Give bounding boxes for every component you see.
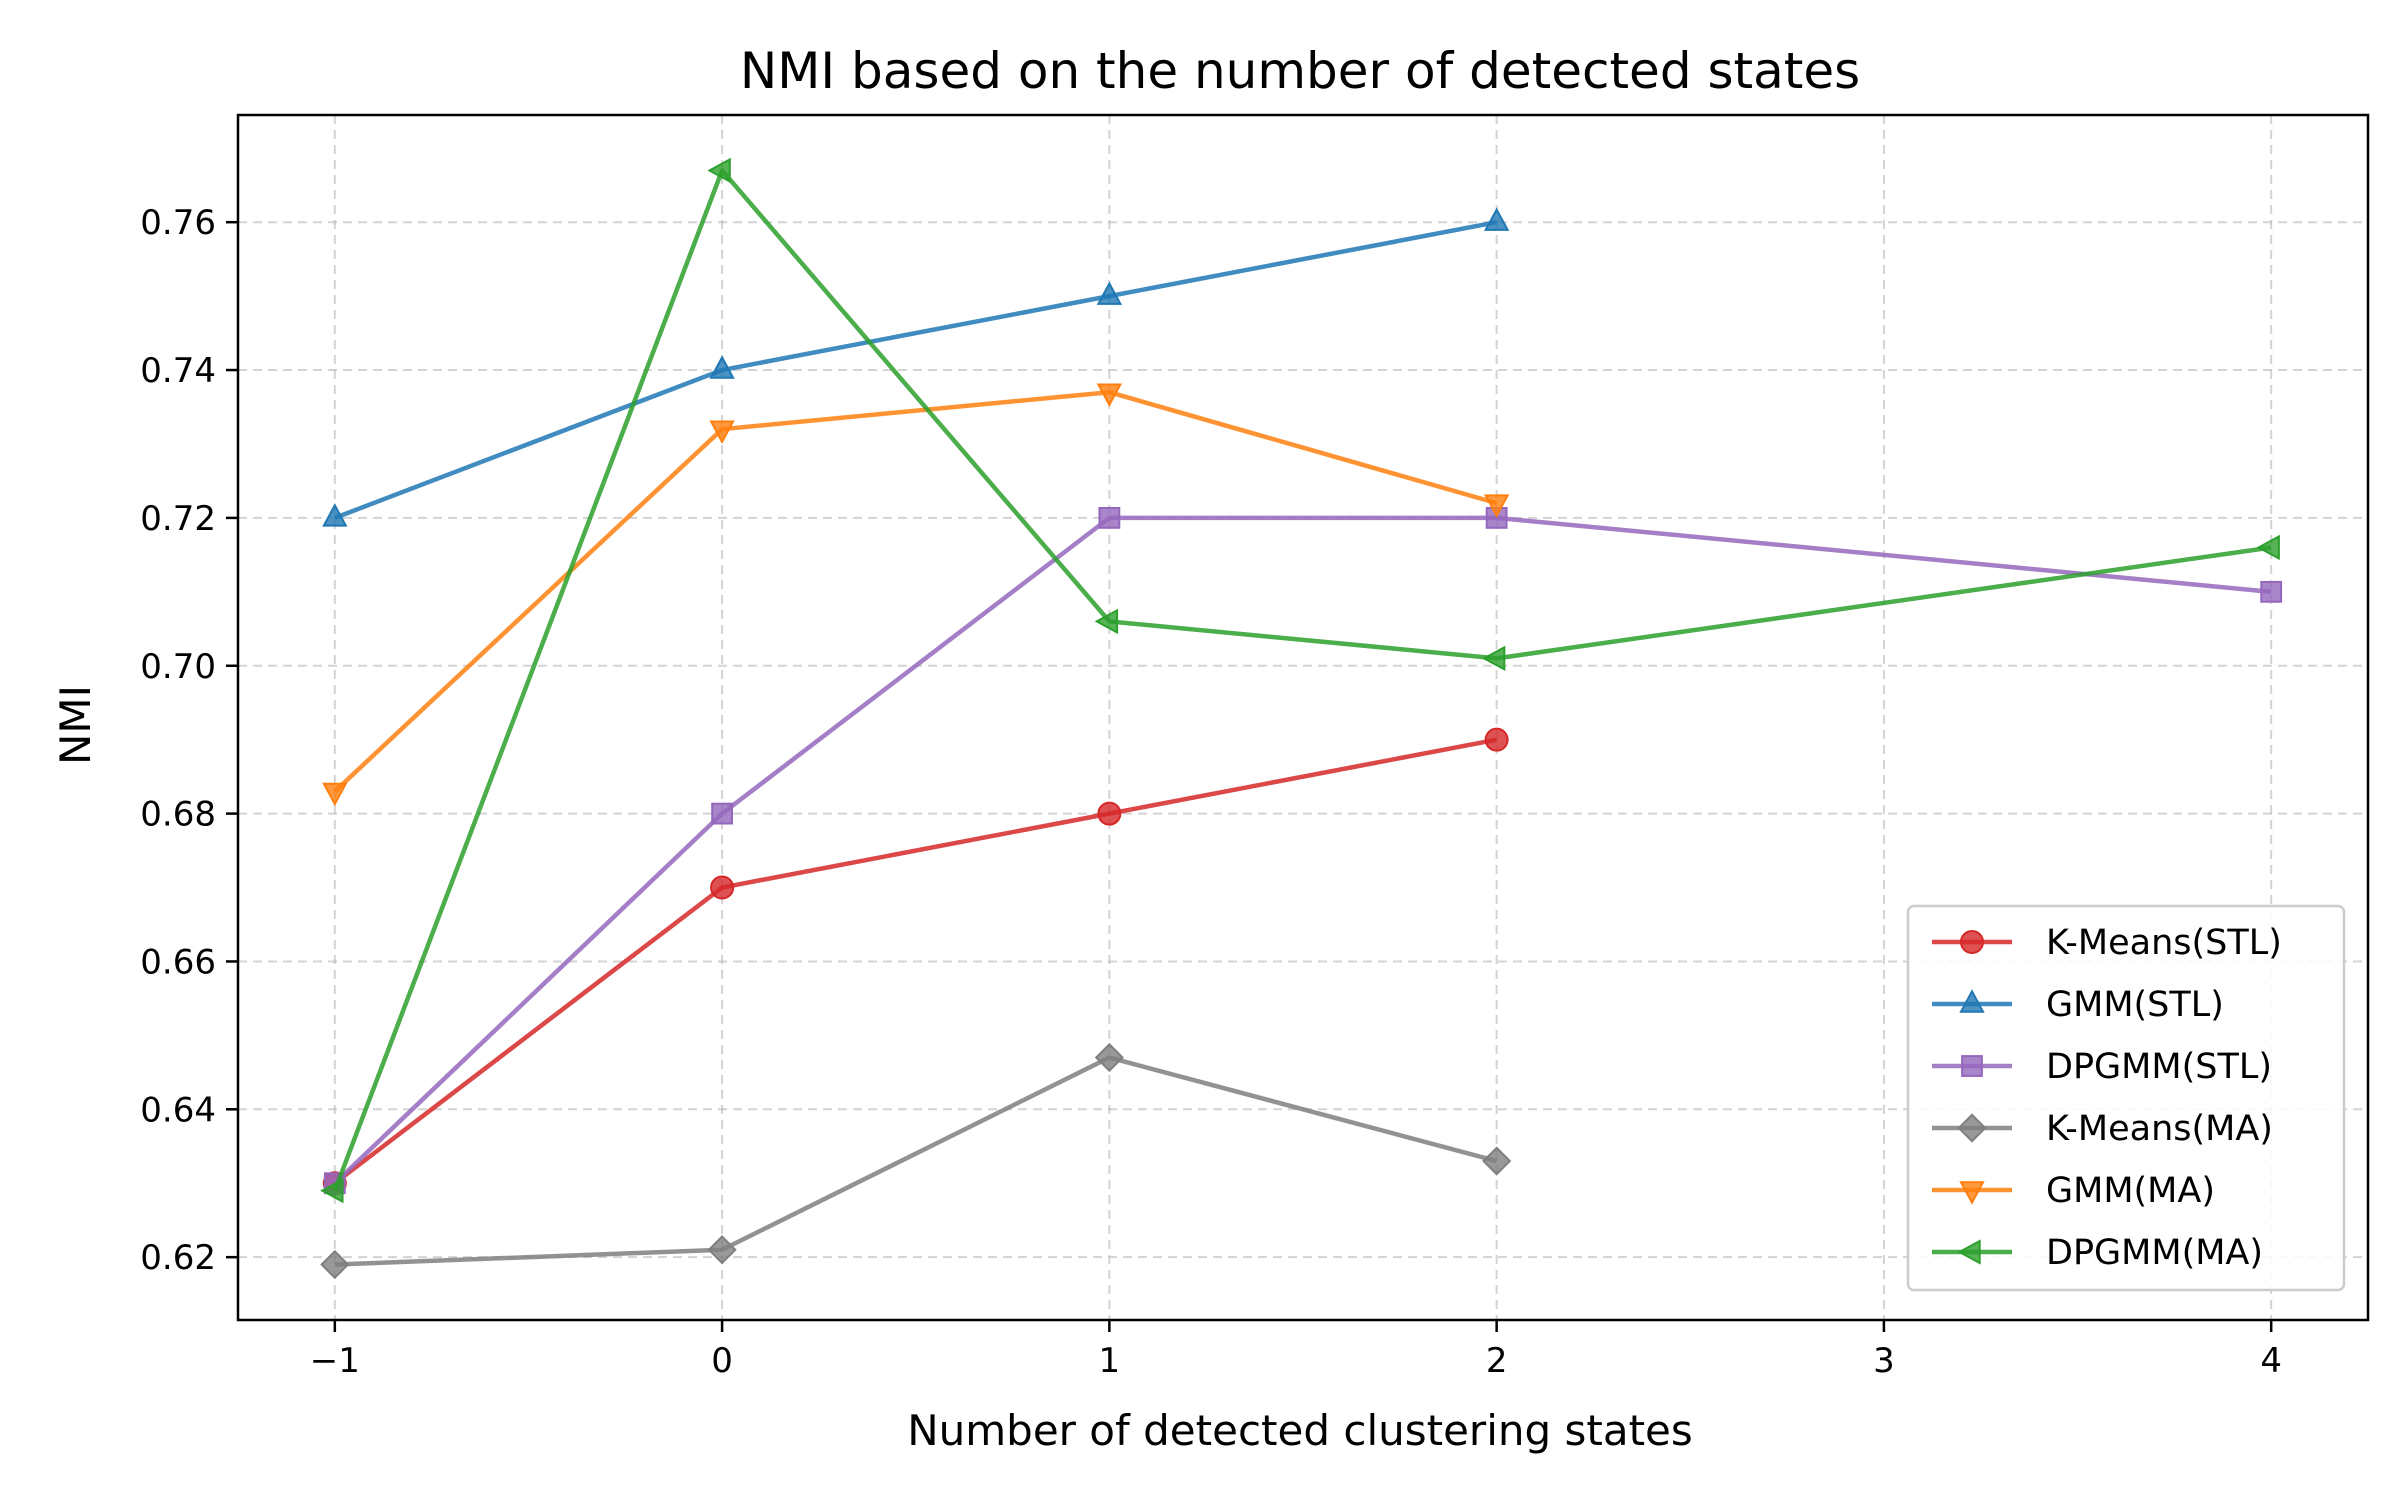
data-point bbox=[322, 782, 348, 807]
x-tick-label: −1 bbox=[310, 1341, 360, 1381]
data-point bbox=[1094, 608, 1119, 635]
y-tick-label: 0.64 bbox=[140, 1090, 216, 1130]
data-point bbox=[1096, 281, 1123, 305]
y-tick-label: 0.72 bbox=[140, 499, 216, 539]
data-point bbox=[1484, 727, 1509, 752]
data-point bbox=[1483, 494, 1510, 518]
y-tick-label: 0.70 bbox=[140, 647, 216, 687]
data-point bbox=[709, 355, 735, 379]
data-point bbox=[320, 1177, 344, 1204]
series-group bbox=[320, 157, 2280, 1204]
data-point bbox=[1097, 801, 1122, 826]
data-point bbox=[1098, 506, 1121, 529]
series-group bbox=[322, 383, 1510, 807]
data-point bbox=[1094, 1042, 1124, 1073]
y-tick-label: 0.68 bbox=[140, 795, 216, 835]
data-point bbox=[711, 802, 733, 825]
legend-label: GMM(STL) bbox=[2046, 985, 2224, 1025]
plot-frame bbox=[236, 113, 2370, 1322]
y-tick-label: 0.76 bbox=[140, 203, 216, 243]
series-group bbox=[322, 207, 1510, 527]
data-point bbox=[2256, 534, 2280, 561]
legend-box bbox=[1906, 904, 2346, 1292]
chart-title: NMI based on the number of detected stat… bbox=[740, 42, 1860, 100]
legend-marker bbox=[1957, 1113, 1987, 1143]
legend-marker bbox=[1960, 930, 1984, 954]
series-line bbox=[334, 1055, 1498, 1267]
legend-marker bbox=[1957, 1239, 1981, 1265]
tick-layer: −1 0 1 2 3 4 0.62 0.64 0.66 0.68 0.70 0.72 0.74 0.76 bbox=[140, 203, 2282, 1381]
legend: K-Means(STL) GMM(STL) DPGMM(STL) K-Means(MA… bbox=[1906, 904, 2346, 1292]
data-point bbox=[2260, 580, 2283, 603]
x-tick-label: 1 bbox=[1099, 1341, 1121, 1381]
legend-marker bbox=[1961, 1055, 1983, 1077]
y-tick-label: 0.62 bbox=[140, 1238, 216, 1278]
x-tick-label: 2 bbox=[1486, 1341, 1508, 1381]
data-point bbox=[320, 1249, 350, 1280]
y-tick-label: 0.66 bbox=[140, 942, 216, 982]
y-tick-label: 0.74 bbox=[140, 351, 216, 391]
y-axis-label: NMI bbox=[51, 685, 100, 765]
data-point bbox=[1483, 207, 1510, 231]
legend-label: K-Means(MA) bbox=[2046, 1109, 2273, 1149]
legend-label: K-Means(STL) bbox=[2046, 923, 2282, 963]
series-line bbox=[333, 737, 1498, 1186]
legend-label: GMM(MA) bbox=[2046, 1171, 2215, 1211]
series-layer bbox=[320, 157, 2283, 1280]
data-point bbox=[707, 157, 731, 184]
series-line bbox=[333, 389, 1498, 794]
data-point bbox=[1096, 383, 1123, 407]
legend-label: DPGMM(MA) bbox=[2046, 1233, 2263, 1273]
data-point bbox=[322, 503, 348, 527]
data-point bbox=[1481, 645, 1506, 672]
x-tick-label: 4 bbox=[2260, 1341, 2282, 1381]
series-group bbox=[320, 1042, 1512, 1280]
x-tick-label: 3 bbox=[1873, 1341, 1895, 1381]
legend-marker bbox=[1959, 989, 1985, 1013]
series-line bbox=[334, 219, 1498, 521]
legend-marker bbox=[1959, 1181, 1985, 1205]
data-point bbox=[709, 420, 735, 444]
x-tick-label: 0 bbox=[711, 1341, 733, 1381]
legend-label: DPGMM(STL) bbox=[2046, 1047, 2272, 1087]
data-point bbox=[707, 1235, 737, 1265]
data-point bbox=[1482, 1146, 1512, 1176]
x-axis-label: Number of detected clustering states bbox=[907, 1406, 1693, 1455]
data-point bbox=[710, 875, 735, 900]
